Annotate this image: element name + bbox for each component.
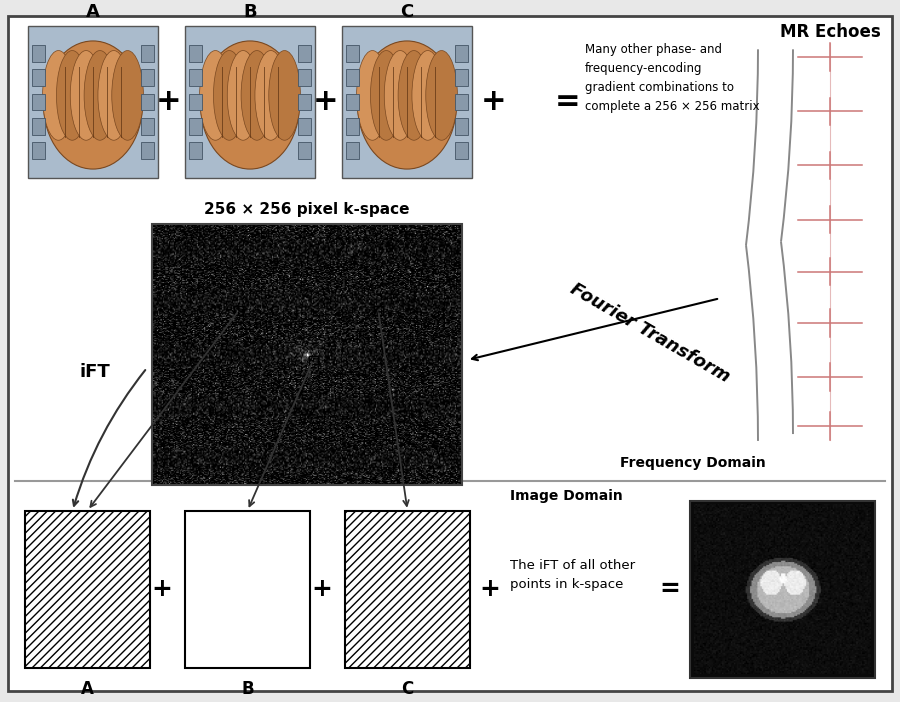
Text: Image Domain: Image Domain	[510, 489, 623, 503]
Text: +: +	[157, 88, 182, 117]
Text: +: +	[313, 88, 338, 117]
Bar	[28, 26, 158, 178]
Bar	[141, 45, 154, 62]
Text: 256 × 256 pixel k-space: 256 × 256 pixel k-space	[204, 201, 410, 217]
Bar	[234, 306, 243, 315]
Bar	[152, 225, 462, 485]
Bar	[141, 143, 154, 159]
Ellipse shape	[84, 51, 116, 140]
Bar	[309, 356, 318, 364]
Bar	[141, 118, 154, 135]
Bar	[455, 143, 468, 159]
Bar	[342, 26, 472, 178]
Ellipse shape	[98, 51, 130, 140]
Bar	[346, 69, 359, 86]
Bar	[298, 69, 311, 86]
Text: +: +	[482, 88, 507, 117]
Bar	[25, 510, 150, 668]
Ellipse shape	[213, 51, 245, 140]
Bar	[189, 143, 202, 159]
Bar	[298, 118, 311, 135]
Bar	[189, 45, 202, 62]
Ellipse shape	[357, 41, 456, 169]
Text: B: B	[243, 3, 256, 21]
Bar	[346, 45, 359, 62]
Bar	[346, 118, 359, 135]
Text: Many other phase- and
frequency-encoding
gradient combinations to
complete a 256: Many other phase- and frequency-encoding…	[585, 44, 760, 114]
Ellipse shape	[241, 51, 273, 140]
Ellipse shape	[255, 51, 286, 140]
Text: =: =	[555, 88, 580, 117]
Ellipse shape	[42, 51, 74, 140]
Bar	[32, 93, 45, 110]
Ellipse shape	[412, 51, 444, 140]
Bar	[185, 26, 315, 178]
Text: The iFT of all other
points in k-space: The iFT of all other points in k-space	[510, 559, 635, 590]
Ellipse shape	[384, 51, 416, 140]
Text: +: +	[151, 577, 173, 602]
Bar	[455, 45, 468, 62]
Bar	[141, 69, 154, 86]
Ellipse shape	[426, 51, 457, 140]
Text: Fourier Transform: Fourier Transform	[567, 279, 733, 386]
Bar	[32, 143, 45, 159]
Ellipse shape	[200, 51, 231, 140]
Bar	[189, 93, 202, 110]
Text: iFT: iFT	[79, 363, 111, 381]
Bar	[346, 93, 359, 110]
Ellipse shape	[269, 51, 301, 140]
Bar	[32, 118, 45, 135]
Text: +: +	[311, 577, 332, 602]
Bar	[298, 93, 311, 110]
Bar	[690, 501, 875, 678]
Text: +: +	[480, 577, 500, 602]
Ellipse shape	[228, 51, 259, 140]
Bar	[455, 118, 468, 135]
Text: A: A	[86, 3, 100, 21]
Bar	[374, 306, 382, 315]
Bar	[455, 69, 468, 86]
Ellipse shape	[201, 41, 300, 169]
Bar	[298, 45, 311, 62]
Ellipse shape	[398, 51, 429, 140]
Text: A: A	[81, 680, 94, 698]
Bar	[32, 69, 45, 86]
Bar	[189, 69, 202, 86]
Text: B: B	[241, 680, 254, 698]
Text: MR Echoes: MR Echoes	[779, 22, 880, 41]
Text: C: C	[401, 680, 414, 698]
Text: Frequency Domain: Frequency Domain	[620, 456, 766, 470]
Bar	[345, 510, 470, 668]
Bar	[141, 93, 154, 110]
Bar	[455, 93, 468, 110]
Bar	[32, 45, 45, 62]
Bar	[189, 118, 202, 135]
Bar	[346, 143, 359, 159]
Ellipse shape	[70, 51, 102, 140]
FancyBboxPatch shape	[8, 16, 892, 691]
Text: =: =	[660, 577, 680, 602]
Bar	[298, 143, 311, 159]
Bar	[185, 510, 310, 668]
Ellipse shape	[371, 51, 402, 140]
Ellipse shape	[43, 41, 142, 169]
Ellipse shape	[57, 51, 88, 140]
Ellipse shape	[112, 51, 143, 140]
Text: C: C	[400, 3, 414, 21]
Ellipse shape	[356, 51, 388, 140]
